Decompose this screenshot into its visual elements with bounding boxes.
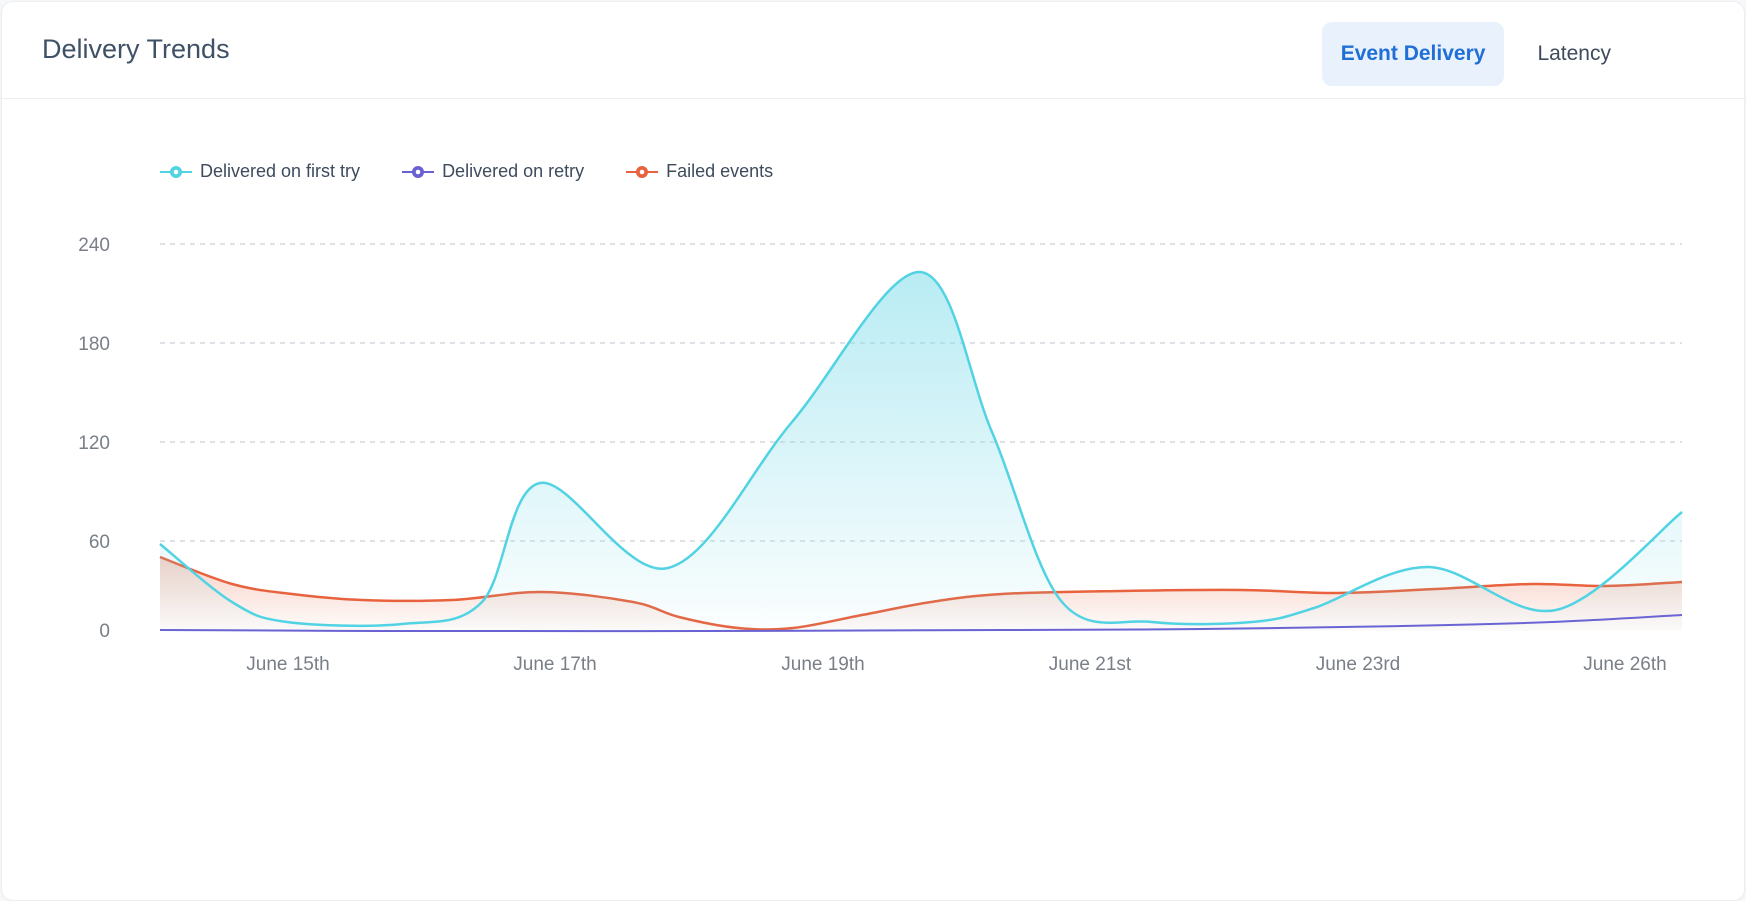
svg-text:June 17th: June 17th	[513, 654, 596, 675]
svg-text:June 23rd: June 23rd	[1316, 654, 1401, 675]
svg-text:June 26th: June 26th	[1583, 654, 1666, 675]
svg-text:0: 0	[99, 621, 110, 642]
svg-text:60: 60	[89, 532, 110, 553]
svg-text:June 19th: June 19th	[781, 654, 864, 675]
svg-text:June 21st: June 21st	[1049, 654, 1132, 675]
svg-text:180: 180	[78, 334, 110, 355]
svg-text:240: 240	[78, 235, 110, 256]
svg-text:120: 120	[78, 433, 110, 454]
svg-text:June 15th: June 15th	[246, 654, 329, 675]
